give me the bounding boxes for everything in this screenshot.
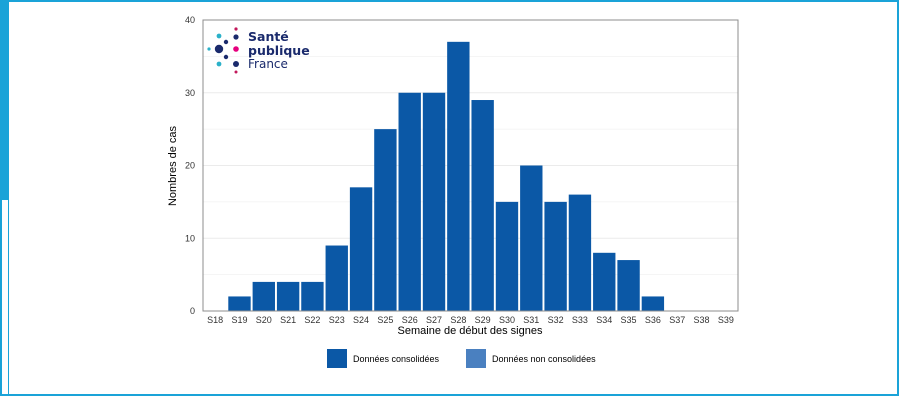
left-accent-line	[8, 200, 9, 394]
bar-s26	[398, 92, 421, 311]
bar-s19	[228, 296, 251, 311]
bar-s21	[276, 281, 300, 311]
plot-border	[202, 19, 739, 312]
legend-swatch-non-consolidated	[466, 349, 486, 368]
x-tick-label: S31	[523, 315, 539, 325]
logo-dot	[214, 44, 224, 54]
logo-text-publique: publique	[248, 43, 310, 58]
x-tick-label: S25	[377, 315, 393, 325]
logo-dot	[216, 33, 222, 39]
x-tick-label: S34	[596, 315, 612, 325]
legend-swatch-consolidated	[327, 349, 347, 368]
logo-dot	[223, 39, 229, 45]
bar-s22	[301, 281, 324, 311]
x-tick-labels: S18 S19 S20 S21 S22 S23 S24 S25 S26 S27 S28 S29 S30 S…	[207, 315, 734, 325]
x-tick-label: S38	[694, 315, 710, 325]
bar-s33	[568, 194, 592, 311]
x-tick-label: S20	[256, 315, 272, 325]
logo-dot	[223, 54, 229, 60]
bars	[228, 41, 665, 312]
legend-label-consolidated: Données consolidées	[353, 354, 440, 364]
bar-s32	[544, 201, 567, 311]
y-tick-label: 20	[185, 161, 195, 171]
x-tick-label: S21	[280, 315, 296, 325]
x-tick-label: S37	[669, 315, 685, 325]
bar-s25	[374, 129, 397, 311]
bar-s20	[252, 281, 275, 311]
logo-dot	[233, 34, 239, 40]
logo-dot	[234, 27, 238, 31]
bar-s23	[325, 245, 348, 311]
logo-dot	[234, 70, 238, 74]
bar-s36	[641, 296, 665, 311]
x-tick-label: S30	[499, 315, 515, 325]
y-tick-label: 0	[190, 306, 195, 316]
x-tick-label: S27	[426, 315, 442, 325]
logo-text-sante: Santé	[248, 29, 289, 44]
y-tick-label: 10	[185, 233, 195, 243]
bar-s31	[520, 165, 543, 311]
bar-s27	[422, 92, 446, 311]
bar-s28	[447, 41, 470, 311]
bar-s35	[617, 260, 640, 311]
y-axis-title: Nombres de cas	[167, 125, 179, 206]
bar-s24	[349, 187, 373, 311]
bar-s29	[471, 100, 494, 312]
bar-s34	[593, 252, 616, 311]
x-tick-label: S22	[304, 315, 320, 325]
bar-s30	[495, 201, 519, 311]
legend: Données consolidées Données non consolid…	[327, 349, 596, 368]
x-tick-label: S29	[475, 315, 491, 325]
legend-label-non-consolidated: Données non consolidées	[492, 354, 596, 364]
x-tick-label: S28	[450, 315, 466, 325]
x-tick-label: S35	[621, 315, 637, 325]
sante-publique-france-logo: Santé publique France	[207, 27, 310, 74]
x-tick-label: S19	[231, 315, 247, 325]
x-tick-label: S32	[548, 315, 564, 325]
x-tick-label: S23	[329, 315, 345, 325]
logo-dot	[216, 61, 222, 67]
logo-text-france: France	[248, 57, 288, 71]
x-tick-label: S18	[207, 315, 223, 325]
logo-dot	[207, 47, 211, 51]
x-tick-label: S36	[645, 315, 661, 325]
y-tick-label: 30	[185, 88, 195, 98]
y-tick-labels: 0 10 20 30 40	[185, 15, 195, 316]
logo-dot	[233, 61, 239, 67]
x-tick-label: S24	[353, 315, 369, 325]
x-tick-label: S33	[572, 315, 588, 325]
y-tick-label: 40	[185, 15, 195, 25]
logo-dot	[233, 46, 239, 52]
x-tick-label: S39	[718, 315, 734, 325]
x-tick-label: S26	[402, 315, 418, 325]
x-axis-title: Semaine de début des signes	[398, 325, 543, 337]
left-accent-strip	[0, 0, 9, 200]
